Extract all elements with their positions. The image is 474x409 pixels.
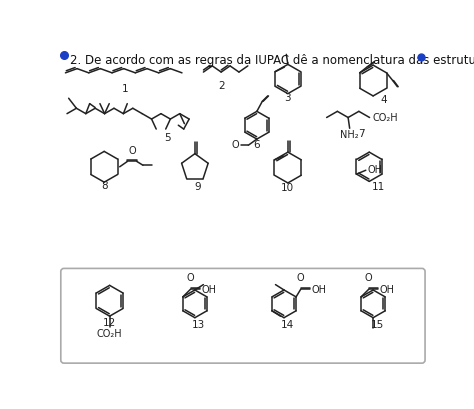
Text: 9: 9: [194, 182, 201, 191]
Text: O: O: [231, 140, 239, 150]
Text: 8: 8: [101, 181, 108, 191]
Text: O: O: [365, 273, 373, 283]
Text: 11: 11: [372, 182, 385, 191]
Text: 7: 7: [358, 128, 365, 139]
Text: 15: 15: [370, 319, 383, 329]
Text: OH: OH: [367, 165, 383, 175]
Text: 5: 5: [164, 133, 171, 142]
Text: 1: 1: [122, 84, 128, 94]
Text: 10: 10: [281, 182, 294, 192]
FancyBboxPatch shape: [61, 269, 425, 363]
Text: O: O: [297, 273, 304, 283]
Text: NH₂: NH₂: [340, 130, 359, 140]
Text: 3: 3: [284, 92, 291, 103]
Text: 2. De acordo com as regras da IUPAC dê a nomenclatura das estruturas abaixo: 2. De acordo com as regras da IUPAC dê a…: [70, 54, 474, 67]
Text: O: O: [187, 273, 194, 283]
Text: 2: 2: [219, 81, 225, 91]
Text: CO₂H: CO₂H: [97, 328, 122, 338]
Text: 4: 4: [381, 95, 387, 105]
Text: 12: 12: [103, 317, 116, 327]
Text: 13: 13: [192, 319, 205, 329]
Text: OH: OH: [201, 285, 217, 294]
Text: OH: OH: [380, 285, 395, 294]
Text: O: O: [128, 146, 136, 156]
Text: OH: OH: [311, 285, 327, 294]
Text: 14: 14: [281, 319, 294, 329]
Text: 6: 6: [254, 139, 260, 149]
Text: CO₂H: CO₂H: [373, 112, 398, 122]
